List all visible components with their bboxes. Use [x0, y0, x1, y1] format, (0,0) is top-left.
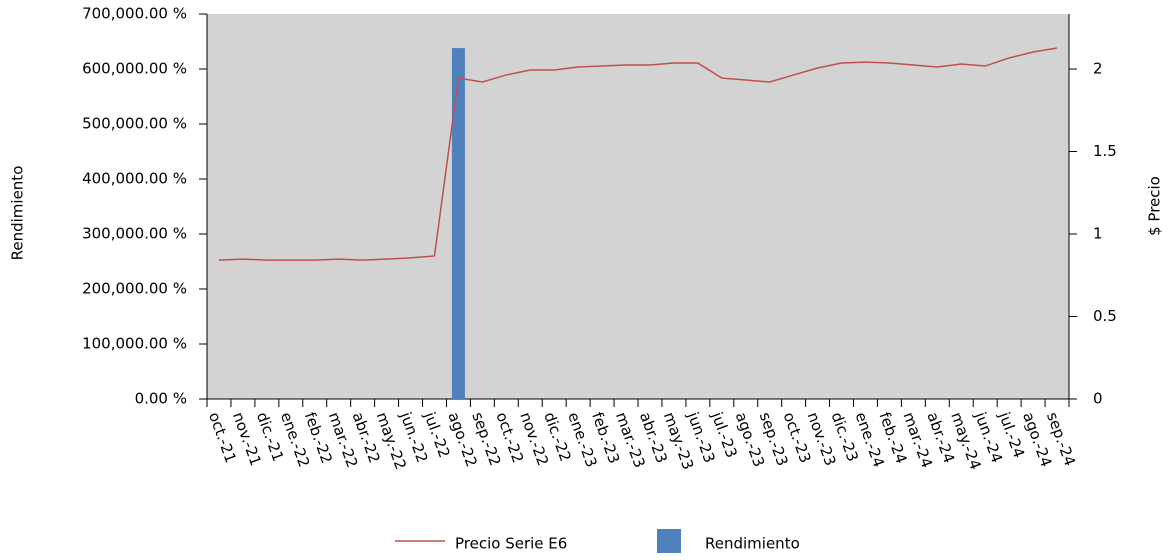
y-tick-label: 200,000.00 %: [82, 280, 187, 298]
y2-axis-title: $ Precio: [1146, 176, 1164, 236]
y2-tick-label: 2: [1093, 59, 1103, 77]
legend-label: Precio Serie E6: [455, 535, 567, 553]
y-tick-label: 700,000.00 %: [82, 5, 187, 23]
y2-tick-label: 0.5: [1093, 307, 1117, 325]
plot-area: [207, 14, 1069, 399]
y-tick-label: 100,000.00 %: [82, 335, 187, 353]
y2-tick-label: 1: [1093, 224, 1103, 242]
y-tick-label: 500,000.00 %: [82, 115, 187, 133]
bar: [451, 48, 465, 399]
y2-tick-label: 0: [1093, 390, 1103, 408]
legend-label: Rendimiento: [705, 535, 800, 553]
legend-swatch: [657, 529, 681, 553]
line: [218, 47, 1058, 261]
y2-tick-label: 1.5: [1093, 142, 1117, 160]
y-tick-label: 400,000.00 %: [82, 170, 187, 188]
y-tick-label: 300,000.00 %: [82, 225, 187, 243]
y-tick-label: 600,000.00 %: [82, 60, 187, 78]
y-tick-label: 0.00 %: [135, 390, 187, 408]
y-axis-title: Rendimiento: [9, 166, 27, 261]
